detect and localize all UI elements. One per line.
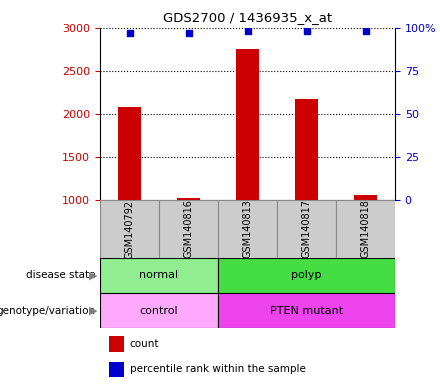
Point — [244, 28, 251, 35]
Text: GSM140813: GSM140813 — [242, 200, 253, 258]
Bar — [236, 50, 259, 286]
Text: ▶: ▶ — [89, 306, 98, 316]
Bar — [100, 200, 159, 258]
Text: GSM140792: GSM140792 — [125, 199, 135, 258]
Bar — [159, 200, 218, 258]
Bar — [118, 107, 141, 286]
Bar — [218, 293, 395, 328]
Bar — [100, 258, 218, 293]
Point — [126, 30, 133, 36]
Bar — [109, 336, 124, 351]
Text: disease state: disease state — [26, 270, 95, 280]
Bar — [100, 293, 218, 328]
Bar — [218, 200, 277, 258]
Bar — [354, 195, 378, 286]
Text: control: control — [139, 306, 178, 316]
Bar — [277, 200, 336, 258]
Text: GSM140817: GSM140817 — [301, 200, 312, 258]
Text: normal: normal — [139, 270, 179, 280]
Bar — [336, 200, 395, 258]
Text: GSM140818: GSM140818 — [360, 200, 370, 258]
Point — [185, 30, 192, 36]
Text: count: count — [129, 339, 159, 349]
Bar — [218, 258, 395, 293]
Text: ▶: ▶ — [89, 270, 98, 280]
Text: polyp: polyp — [291, 270, 322, 280]
Bar — [109, 362, 124, 377]
Bar — [295, 99, 318, 286]
Point — [362, 28, 369, 35]
Text: GSM140816: GSM140816 — [183, 200, 194, 258]
Text: genotype/variation: genotype/variation — [0, 306, 95, 316]
Point — [303, 28, 310, 35]
Text: percentile rank within the sample: percentile rank within the sample — [129, 364, 305, 374]
Title: GDS2700 / 1436935_x_at: GDS2700 / 1436935_x_at — [163, 11, 332, 24]
Bar — [177, 198, 200, 286]
Text: PTEN mutant: PTEN mutant — [270, 306, 343, 316]
